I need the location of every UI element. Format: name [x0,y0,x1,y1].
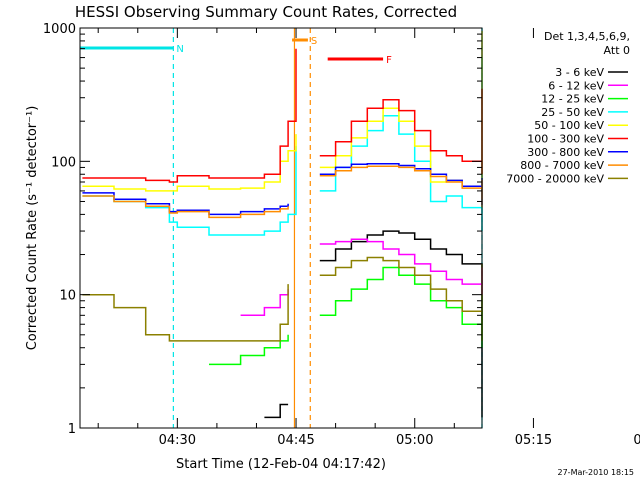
y-tick-label: 10 [59,289,76,304]
series-lines [82,31,483,419]
x-tick-label: 05:00 [396,433,433,448]
series-line-7-0 [82,195,289,219]
series-line-7-1 [319,165,483,208]
flag-bars: N S F [80,36,392,66]
series-line-0-1 [319,230,483,418]
chart-title: HESSI Observing Summary Count Rates, Cor… [75,3,457,21]
series-line-3-1 [319,57,483,232]
x-tick-label: 04:30 [159,433,196,448]
y-tick-label: 100 [51,155,76,170]
x-tick-label: 04:45 [277,433,314,448]
series-line-8-1 [319,256,483,341]
series-line-6-1 [319,162,483,206]
legend-label-7: 800 - 7000 keV [520,159,604,172]
series-line-3-0 [82,146,297,236]
legend-label-8: 7000 - 20000 keV [506,172,604,185]
y-tick-label: 1 [68,422,76,437]
series-line-8-0 [82,284,289,342]
flag-label-s: S [311,36,317,47]
series-line-4-0 [82,134,297,192]
x-axis-label: Start Time (12-Feb-04 04:17:42) [176,457,386,472]
plot-frame [79,27,483,429]
series-line-0-0 [264,403,289,419]
legend-label-5: 100 - 300 keV [527,133,604,146]
y-tick-label: 1000 [43,22,76,37]
y-axis-label: Corrected Count Rate (s⁻¹ detector⁻¹) [25,106,40,351]
flag-label-f: F [386,55,392,66]
legend-label-1: 6 - 12 keV [548,79,604,92]
legend-label-6: 300 - 800 keV [527,146,604,159]
legend-label-3: 25 - 50 keV [541,106,604,119]
x-tick-label: 05:30 [633,433,640,448]
series-line-5-0 [82,48,297,183]
series-line-1-0 [240,289,289,317]
legend-label-0: 3 - 6 keV [555,66,604,79]
flag-label-n: N [176,44,183,55]
time-markers [172,28,483,428]
legend-title-line-1: Det 1,3,4,5,6,9, [544,30,630,43]
series-line-5-1 [319,88,483,175]
date-stamp: 27-Mar-2010 18:15 [558,468,635,477]
series-line-2-0 [209,334,289,366]
legend-title-line-2: Att 0 [604,44,630,57]
x-tick-label: 05:15 [515,433,552,448]
legend-label-2: 12 - 25 keV [541,93,604,106]
legend-label-4: 50 - 100 keV [534,119,604,132]
series-line-4-1 [319,31,483,200]
